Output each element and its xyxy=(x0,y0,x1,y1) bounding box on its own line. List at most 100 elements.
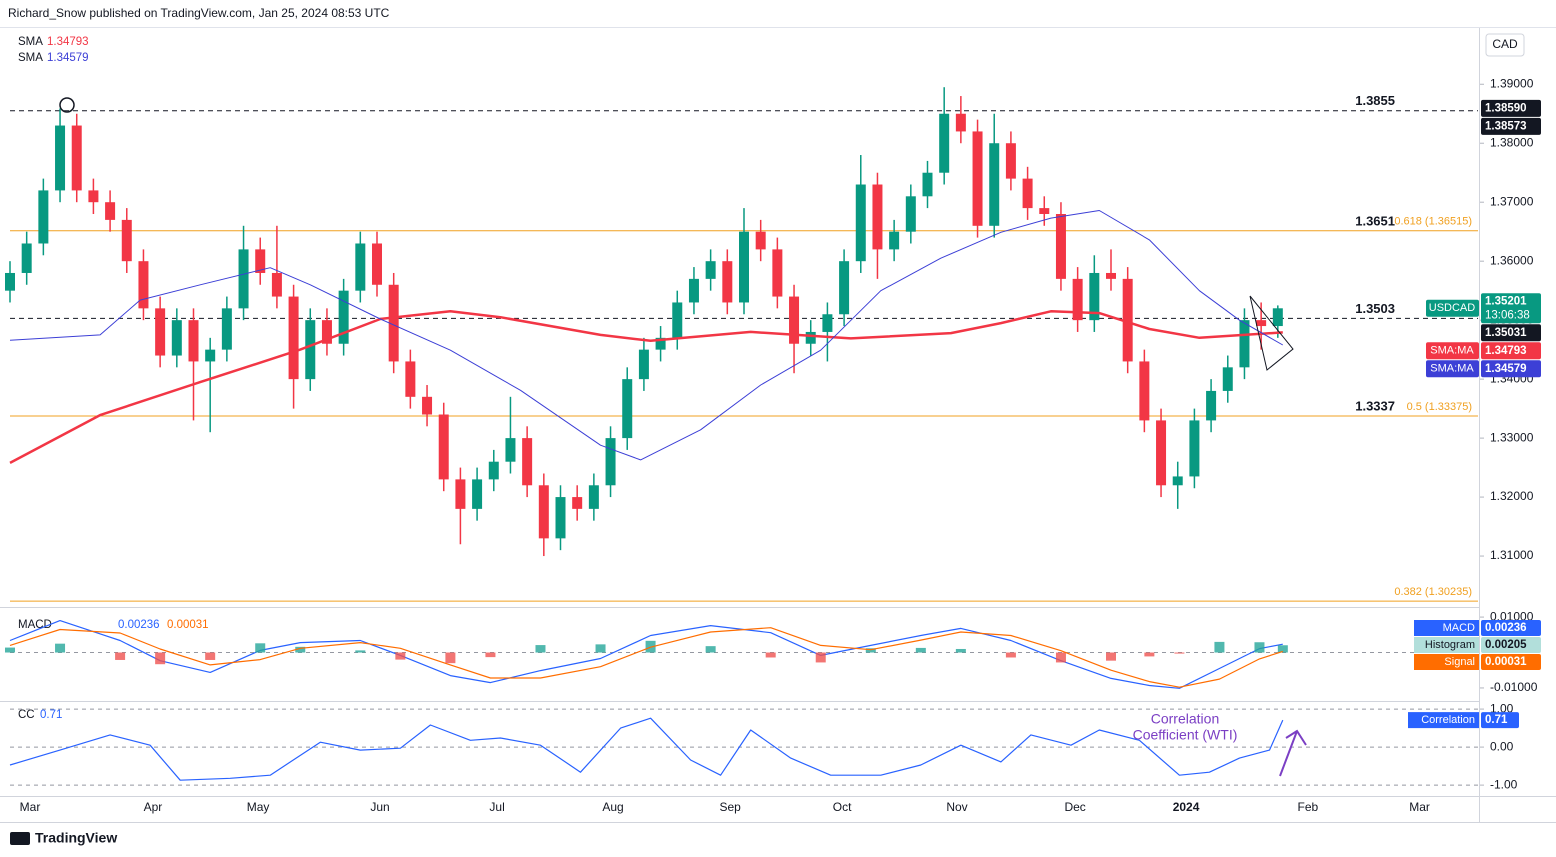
candle-body xyxy=(955,113,966,132)
badge-name-box xyxy=(1414,637,1479,653)
candle-body xyxy=(188,320,199,362)
x-tick-label: 2024 xyxy=(1173,800,1200,814)
candle-body xyxy=(688,278,699,303)
candle-body xyxy=(21,243,32,273)
x-tick-label: Jun xyxy=(370,800,389,814)
candle-body xyxy=(739,231,749,303)
badge-value: 0.00031 xyxy=(1485,656,1527,668)
price-label-box xyxy=(1481,342,1541,360)
candle-body xyxy=(805,331,816,344)
candle-body xyxy=(1189,420,1200,477)
candle-body xyxy=(572,497,583,509)
histogram-bar xyxy=(355,650,366,653)
price-name: SMA:MA xyxy=(1430,345,1474,357)
candle-body xyxy=(1122,278,1133,362)
histogram-bar xyxy=(155,652,166,665)
candle-body xyxy=(1256,320,1267,327)
candle-body xyxy=(755,231,766,250)
candle-body xyxy=(1206,390,1217,421)
candle-body xyxy=(205,349,216,362)
histogram-bar xyxy=(815,652,826,663)
candle-body xyxy=(1222,367,1233,391)
histogram-bar xyxy=(1055,652,1066,663)
candle-body xyxy=(705,261,716,279)
candle-body xyxy=(905,196,916,232)
histogram-bar xyxy=(445,652,456,664)
candle-body xyxy=(455,479,466,509)
candle-body xyxy=(438,414,449,480)
histogram-bar xyxy=(1106,652,1116,661)
footer-brand: TradingView xyxy=(35,830,117,846)
candle-body xyxy=(138,261,149,309)
badge-value-box xyxy=(1481,620,1541,636)
candle-body xyxy=(789,296,800,344)
candle-body xyxy=(622,379,633,439)
badge-name: MACD xyxy=(1443,622,1475,634)
candle-body xyxy=(1239,320,1250,368)
histogram-bar xyxy=(535,645,546,653)
price-name-box xyxy=(1426,342,1479,360)
y-tick-label: 1.00 xyxy=(1490,701,1514,715)
candle-body xyxy=(38,190,49,244)
candle-body xyxy=(1089,272,1100,321)
level-label: 1.3503 xyxy=(1355,301,1395,316)
countdown: 13:06:38 xyxy=(1485,309,1530,321)
x-tick-label: Apr xyxy=(144,800,163,814)
x-tick-label: May xyxy=(247,800,270,814)
macd-line xyxy=(9,627,1283,688)
pane-title: MACD xyxy=(18,619,52,631)
y-tick-label: 1.33000 xyxy=(1490,430,1534,444)
candle-body xyxy=(522,438,533,486)
y-tick-label: -1.00 xyxy=(1490,777,1518,791)
histogram-bar xyxy=(205,652,216,660)
candle-body xyxy=(722,261,733,303)
candle-body xyxy=(889,231,900,250)
badge-name: Correlation xyxy=(1421,714,1475,726)
candle-body xyxy=(255,249,266,273)
candle-body xyxy=(355,243,366,291)
price-name: SMA:MA xyxy=(1430,363,1474,375)
x-tick-label: Feb xyxy=(1298,800,1319,814)
candle-body xyxy=(155,308,166,356)
candle-body xyxy=(121,219,132,262)
histogram-bar xyxy=(5,647,15,653)
candle-body xyxy=(1272,308,1283,327)
badge-value-box xyxy=(1481,654,1541,670)
candle-body xyxy=(238,249,249,309)
level-label: 1.3651 xyxy=(1355,214,1395,229)
annotation: Coefficient (WTI) xyxy=(1133,727,1238,743)
currency-button[interactable] xyxy=(1485,33,1525,57)
histogram-bar xyxy=(1254,642,1265,653)
histogram-bar xyxy=(395,652,406,660)
candle-body xyxy=(538,485,549,539)
legend-value: 0.71 xyxy=(40,709,62,721)
y-tick-label: 1.32000 xyxy=(1490,489,1534,503)
candle-body xyxy=(989,143,1000,226)
candle-body xyxy=(221,308,232,350)
candle-body xyxy=(1039,208,1050,214)
legend-value: 1.34793 xyxy=(47,36,89,48)
candle-body xyxy=(271,272,282,297)
candle-body xyxy=(105,202,116,220)
candle-body xyxy=(1005,143,1016,179)
badge-value: 0.00236 xyxy=(1485,622,1527,634)
badge-name-box xyxy=(1408,712,1479,729)
candle-body xyxy=(288,296,299,380)
histogram-bar xyxy=(915,647,926,653)
histogram-bar xyxy=(865,648,876,653)
sma-line xyxy=(9,310,1283,465)
candle-body xyxy=(605,438,616,486)
drawings xyxy=(59,97,1307,777)
histogram-bar xyxy=(705,646,716,653)
candle-body xyxy=(655,337,666,350)
candle-body xyxy=(488,461,499,480)
histogram-bar xyxy=(1144,652,1155,657)
candle-body xyxy=(422,396,433,415)
price-label-box xyxy=(1481,324,1541,342)
histogram-bar xyxy=(255,643,266,653)
y-tick-label: -0.01000 xyxy=(1490,680,1538,694)
currency[interactable]: CAD xyxy=(1492,37,1518,51)
fib-label: 0.382 (1.30235) xyxy=(1394,586,1472,598)
